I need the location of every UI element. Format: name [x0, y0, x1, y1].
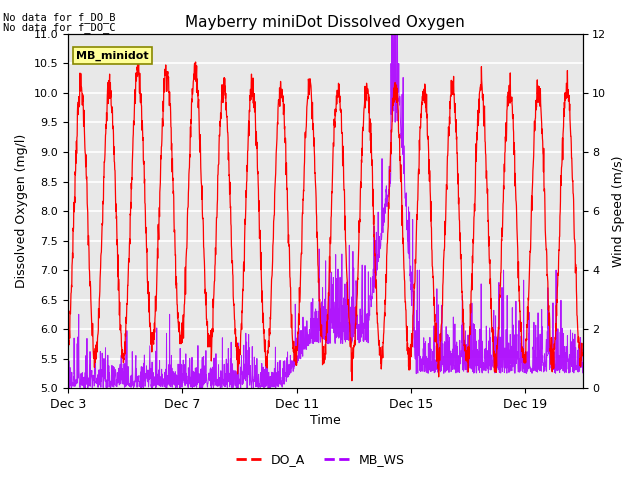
- Text: MB_minidot: MB_minidot: [77, 50, 149, 61]
- Text: No data for f_DO_C: No data for f_DO_C: [3, 22, 116, 33]
- Y-axis label: Dissolved Oxygen (mg/l): Dissolved Oxygen (mg/l): [15, 134, 28, 288]
- Text: No data for f_DO_B: No data for f_DO_B: [3, 12, 116, 23]
- Title: Mayberry miniDot Dissolved Oxygen: Mayberry miniDot Dissolved Oxygen: [186, 15, 465, 30]
- Legend: DO_A, MB_WS: DO_A, MB_WS: [230, 448, 410, 471]
- X-axis label: Time: Time: [310, 414, 340, 427]
- Y-axis label: Wind Speed (m/s): Wind Speed (m/s): [612, 155, 625, 267]
